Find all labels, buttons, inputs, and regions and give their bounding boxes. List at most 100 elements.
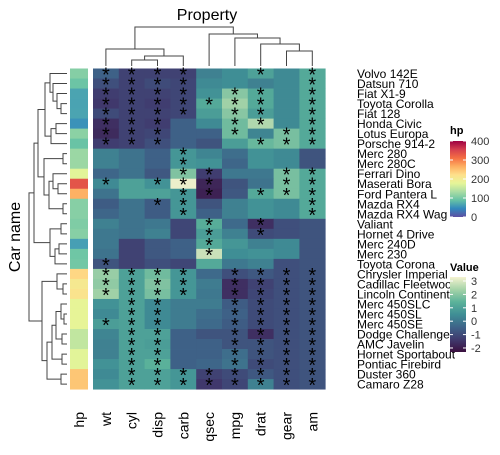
hp-cell	[70, 379, 88, 390]
cell-marker: *	[154, 315, 162, 337]
row-dendrogram	[28, 73, 67, 385]
cell-marker: *	[308, 205, 316, 227]
dendrogram-link	[56, 93, 67, 110]
heatmap-cell	[222, 238, 249, 250]
heatmap-cell	[170, 248, 197, 260]
cell-marker: *	[231, 365, 239, 387]
heatmap-cell	[118, 238, 145, 250]
column-axis-title: Property	[177, 7, 237, 24]
heatmap-cell	[196, 198, 223, 210]
cell-marker: *	[102, 275, 110, 297]
hp-annotation-column	[70, 68, 88, 390]
row-label: Merc 240D	[357, 237, 416, 251]
heatmap-cell	[144, 339, 171, 350]
cell-marker: *	[257, 85, 265, 107]
dendrogram-link	[60, 373, 67, 385]
heatmap-cell	[247, 369, 274, 380]
cell-marker: *	[179, 375, 187, 397]
heatmap-cell	[247, 138, 274, 150]
heatmap-cell	[222, 68, 249, 79]
heatmap-cell	[118, 208, 145, 220]
heatmap-cell	[222, 118, 249, 130]
cell-marker: *	[154, 175, 162, 197]
cell-marker: *	[128, 355, 136, 377]
heatmap-cell	[118, 349, 145, 360]
heatmap-cell	[222, 98, 249, 109]
heatmap-cell	[273, 208, 300, 220]
cell-marker: *	[205, 365, 213, 387]
cell-marker: *	[154, 305, 162, 327]
hp-legend-title: hp	[450, 125, 464, 137]
heatmap-cell	[118, 319, 145, 330]
cell-marker: *	[308, 185, 316, 207]
cell-marker: *	[102, 315, 110, 337]
heatmap-cell	[170, 379, 197, 390]
cell-marker: *	[205, 95, 213, 117]
heatmap-cell	[247, 359, 274, 370]
heatmap-cell	[144, 158, 171, 170]
dendrogram-link	[62, 153, 67, 165]
row-label: Volvo 142E	[357, 67, 418, 81]
heatmap-cell	[93, 238, 120, 250]
value-legend-tick: -2	[471, 343, 481, 355]
cell-marker: *	[257, 135, 265, 157]
row-label: Maserati Bora	[357, 177, 432, 191]
heatmap-cell	[222, 359, 249, 370]
cell-marker: *	[231, 95, 239, 117]
heatmap-cell	[299, 108, 326, 119]
heatmap-cell	[170, 168, 197, 180]
hp-cell	[70, 198, 88, 210]
cell-marker: *	[154, 285, 162, 307]
cell-marker: *	[283, 315, 291, 337]
heatmap-cell	[247, 188, 274, 200]
heatmap-cell	[93, 268, 120, 280]
cell-marker: *	[128, 135, 136, 157]
heatmap-cell	[118, 128, 145, 140]
heatmap-cell	[222, 158, 249, 170]
cell-marker: *	[179, 275, 187, 297]
cell-marker: *	[283, 165, 291, 187]
heatmap-cell	[247, 319, 274, 330]
column-label: qsec	[201, 412, 217, 442]
dendrogram-link	[60, 103, 67, 115]
heatmap-cell	[170, 228, 197, 240]
hp-cell	[70, 118, 88, 130]
heatmap-cell	[196, 108, 223, 119]
cell-marker: *	[102, 95, 110, 117]
heatmap-cell	[273, 288, 300, 300]
heatmap-cell	[170, 288, 197, 300]
heatmap-cell	[273, 379, 300, 390]
hp-cell	[70, 158, 88, 170]
cell-marker: *	[154, 345, 162, 367]
heatmap-cell	[196, 178, 223, 190]
heatmap-cell	[299, 268, 326, 280]
heatmap-cell	[93, 118, 120, 130]
heatmap-cell	[222, 288, 249, 300]
cell-marker: *	[308, 135, 316, 157]
cell-marker: *	[154, 355, 162, 377]
heatmap-cell	[170, 108, 197, 119]
heatmap-cell	[299, 208, 326, 220]
heatmap-cell	[299, 118, 326, 130]
hp-legend-tick: 300	[471, 155, 489, 167]
cell-marker: *	[102, 75, 110, 97]
cell-marker: *	[231, 315, 239, 337]
cell-marker: *	[179, 365, 187, 387]
row-label: Porsche 914-2	[357, 137, 435, 151]
heatmap-cell	[118, 329, 145, 340]
heatmap-cell	[93, 168, 120, 180]
heatmap-cell	[144, 208, 171, 220]
heatmap-cell	[247, 379, 274, 390]
cell-marker: *	[257, 275, 265, 297]
heatmap-cell	[299, 379, 326, 390]
cell-marker: *	[154, 275, 162, 297]
cell-marker: *	[257, 105, 265, 127]
heatmap-cell	[196, 238, 223, 250]
cell-marker: *	[257, 65, 265, 87]
heatmap-cell	[273, 228, 300, 240]
heatmap-cell	[247, 108, 274, 119]
cell-marker: *	[179, 105, 187, 127]
dendrogram-link	[54, 248, 67, 265]
cell-marker: *	[128, 295, 136, 317]
dendrogram-link	[46, 341, 61, 380]
